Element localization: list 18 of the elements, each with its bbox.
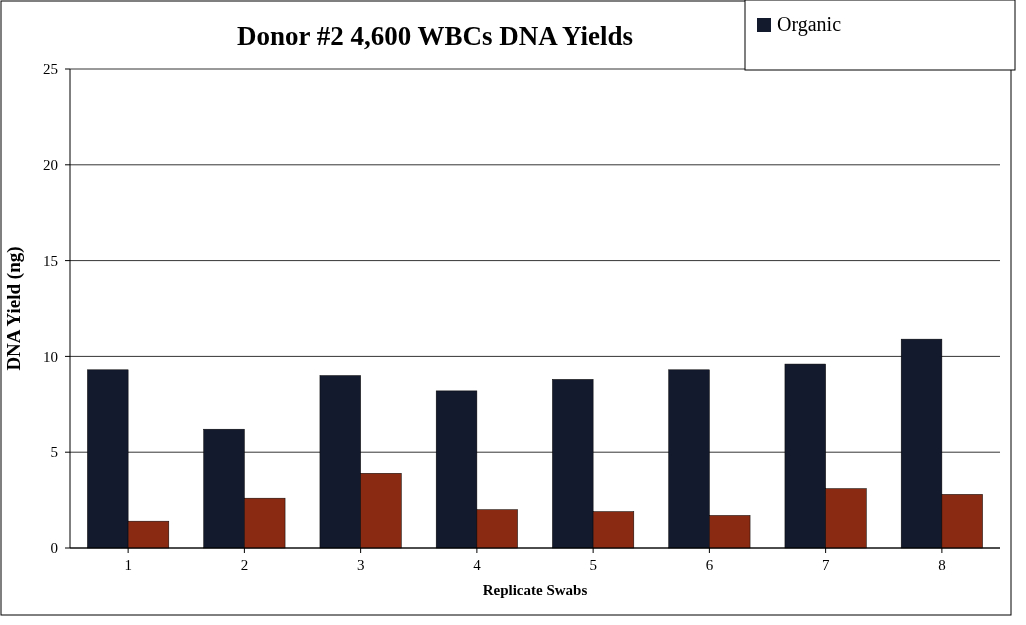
y-tick-label: 15	[43, 252, 58, 269]
x-tick-label: 7	[821, 557, 830, 573]
y-tick-label: 5	[50, 444, 58, 461]
y-axis-title: DNA Yield (ng)	[3, 246, 25, 371]
y-tick-label: 0	[50, 540, 58, 557]
x-tick-label: 8	[938, 557, 946, 573]
x-tick-label: 2	[240, 557, 249, 573]
x-tick-label: 4	[473, 557, 482, 573]
y-tick-label: 25	[43, 61, 58, 78]
x-tick-label: 5	[589, 557, 597, 573]
x-axis-title: Replicate Swabs	[482, 582, 588, 598]
y-tick-label: 20	[43, 157, 58, 174]
x-tick-label: 6	[705, 557, 714, 573]
x-tick-label: 1	[124, 557, 132, 573]
chart-title: Donor #2 4,600 WBCs DNA Yields	[236, 21, 634, 51]
legend-label: Organic	[777, 13, 842, 36]
x-tick-label: 3	[356, 557, 365, 573]
y-tick-label: 10	[43, 348, 58, 365]
